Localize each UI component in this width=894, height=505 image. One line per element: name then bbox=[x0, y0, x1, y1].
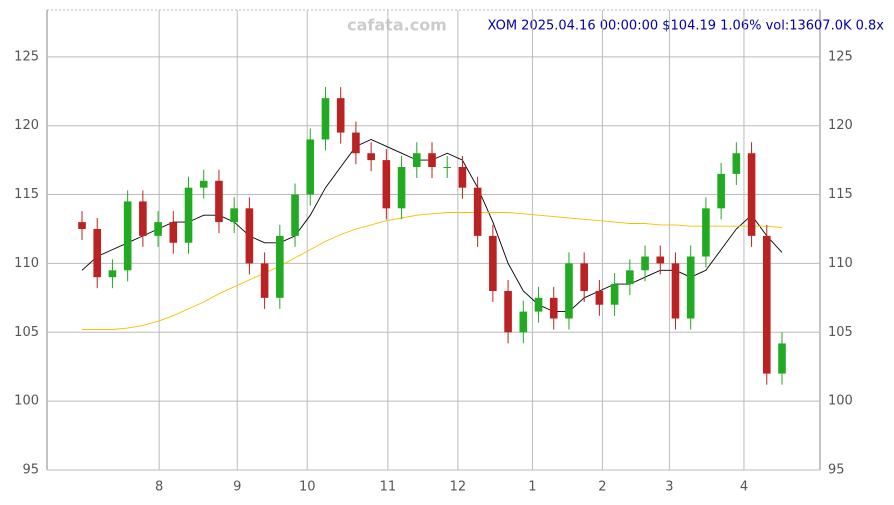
candle-body bbox=[260, 263, 269, 298]
x-tick-label: 2 bbox=[598, 480, 606, 495]
x-tick-label: 12 bbox=[450, 480, 467, 495]
candle-body bbox=[215, 180, 223, 223]
y-tick-label-right: 115 bbox=[828, 187, 853, 202]
x-tick-label: 10 bbox=[299, 480, 316, 495]
candle-body bbox=[108, 270, 117, 278]
y-tick-label-right: 120 bbox=[828, 118, 853, 133]
candle-body bbox=[519, 311, 528, 333]
watermark: cafata.com bbox=[347, 16, 447, 35]
x-tick-label: 8 bbox=[155, 480, 163, 495]
candle-body bbox=[123, 201, 132, 271]
candle-body bbox=[595, 290, 604, 305]
x-tick-label: 4 bbox=[740, 480, 748, 495]
candle-body bbox=[702, 208, 710, 257]
y-tick-label-right: 105 bbox=[828, 325, 853, 340]
y-tick-label: 115 bbox=[14, 187, 39, 202]
y-tick-label: 95 bbox=[22, 463, 39, 478]
candle-body bbox=[367, 153, 375, 161]
x-tick-label: 9 bbox=[233, 480, 241, 495]
y-tick-label: 110 bbox=[14, 256, 39, 271]
candle-body bbox=[245, 208, 254, 264]
candle-body bbox=[473, 187, 482, 236]
candle-body bbox=[412, 153, 421, 168]
candle-body bbox=[321, 98, 330, 140]
moving-average bbox=[82, 212, 783, 330]
candle-body bbox=[626, 270, 634, 285]
candle-body bbox=[641, 256, 649, 271]
candle-body bbox=[549, 297, 558, 319]
x-tick-label: 1 bbox=[528, 480, 536, 495]
candle-body bbox=[565, 263, 573, 319]
candle-body bbox=[656, 256, 665, 264]
candle-body bbox=[732, 153, 741, 174]
candle-body bbox=[230, 208, 238, 223]
y-tick-label-right: 110 bbox=[828, 256, 853, 271]
candle-body bbox=[154, 222, 162, 236]
y-tick-label-right: 100 bbox=[828, 394, 853, 409]
candle-body bbox=[184, 187, 193, 243]
candle-body bbox=[78, 222, 86, 229]
y-tick-label-right: 95 bbox=[828, 463, 845, 478]
candle-body bbox=[778, 343, 786, 374]
candle-body bbox=[397, 167, 406, 209]
candle-body bbox=[686, 256, 695, 319]
candle-body bbox=[534, 297, 543, 312]
y-tick-label: 125 bbox=[14, 49, 39, 64]
chart-title: XOM 2025.04.16 00:00:00 $104.19 1.06% vo… bbox=[488, 19, 885, 34]
candle-body bbox=[747, 153, 756, 236]
candle-body bbox=[199, 180, 208, 188]
candle-body bbox=[382, 160, 391, 209]
candle-body bbox=[580, 263, 588, 291]
y-tick-label: 100 bbox=[14, 394, 39, 409]
candle-body bbox=[717, 173, 725, 209]
candle-body bbox=[489, 235, 497, 291]
candle-body bbox=[93, 228, 102, 278]
candle-body bbox=[458, 167, 467, 188]
x-tick-label: 11 bbox=[380, 480, 397, 495]
candle-body bbox=[139, 201, 147, 236]
candle-body bbox=[291, 194, 299, 236]
candle-body bbox=[352, 132, 360, 154]
candle-body bbox=[428, 153, 436, 168]
candle-body bbox=[504, 290, 512, 333]
candle-body bbox=[169, 222, 178, 243]
y-tick-label: 105 bbox=[14, 325, 39, 340]
candle-body bbox=[610, 284, 619, 305]
candle-body bbox=[276, 235, 284, 298]
candle-body bbox=[306, 139, 315, 195]
y-tick-label: 120 bbox=[14, 118, 39, 133]
candle-body bbox=[443, 167, 452, 169]
x-tick-label: 3 bbox=[665, 480, 673, 495]
candle-body bbox=[762, 235, 771, 374]
candle-body bbox=[336, 98, 345, 133]
y-tick-label-right: 125 bbox=[828, 49, 853, 64]
candle-body bbox=[671, 263, 680, 319]
